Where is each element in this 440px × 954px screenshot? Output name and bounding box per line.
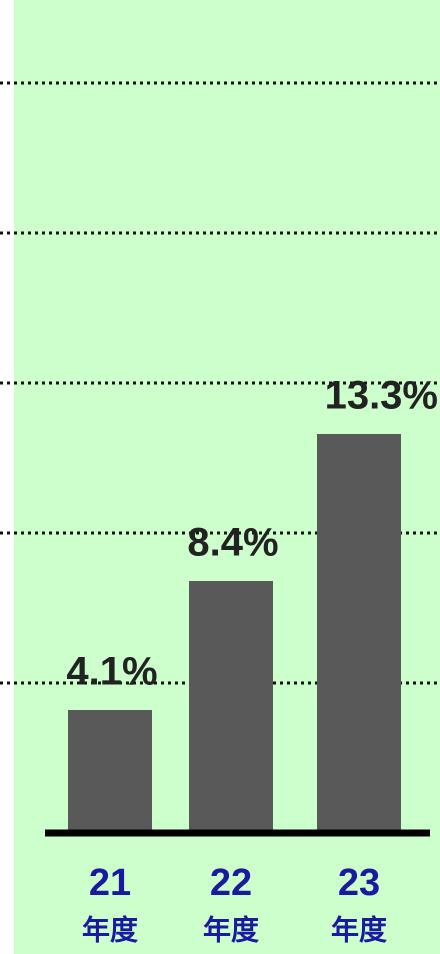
value-label: 4.1% (66, 650, 157, 694)
x-tick-label: 21 (89, 862, 131, 904)
x-tick-label: 23 (338, 862, 380, 904)
x-tick-unit: 年度 (203, 913, 259, 945)
value-label: 8.4% (187, 521, 278, 565)
x-tick-unit: 年度 (331, 913, 387, 945)
x-tick-unit: 年度 (82, 913, 138, 945)
bar (68, 710, 152, 833)
value-label: 13.3% (325, 374, 438, 418)
x-tick-label: 22 (210, 862, 252, 904)
bar (189, 581, 273, 833)
bar (317, 434, 401, 833)
